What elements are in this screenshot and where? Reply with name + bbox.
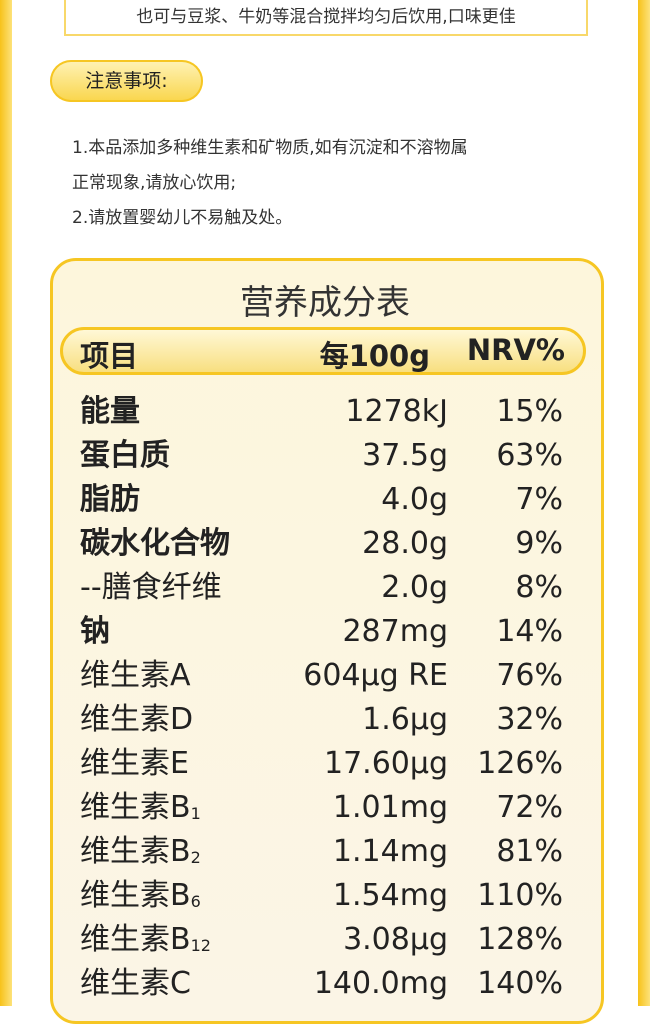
- row-nrv: 140%: [477, 966, 563, 1001]
- row-name: 维生素B2: [80, 832, 201, 878]
- header-cell: 项目: [80, 339, 139, 373]
- row-name-sub: 6: [190, 892, 201, 911]
- row-amount: 1.6μg: [362, 702, 448, 737]
- table-card: [50, 258, 604, 1024]
- row-amount: 1278kJ: [345, 394, 448, 429]
- row-name: --膳食纤维: [80, 568, 222, 608]
- table-title: 营养成分表: [240, 283, 410, 323]
- row-name-text: 钠: [80, 614, 110, 649]
- row-nrv: 7%: [515, 482, 563, 517]
- side-border: [638, 0, 650, 1006]
- row-name: 维生素B1: [80, 788, 201, 834]
- row-name-text: 脂肪: [80, 482, 140, 517]
- row-amount: 3.08μg: [343, 922, 448, 957]
- row-amount: 604μg RE: [303, 658, 448, 693]
- notice-line: 正常现象,请放心饮用;: [72, 173, 237, 193]
- row-amount: 287mg: [342, 614, 448, 649]
- row-nrv: 15%: [496, 394, 563, 429]
- row-nrv: 110%: [477, 878, 563, 913]
- row-name-sub: 1: [190, 804, 201, 823]
- row-name: 脂肪: [80, 480, 140, 520]
- row-name-sub: 12: [190, 936, 211, 955]
- row-name-text: 维生素B: [80, 834, 191, 869]
- row-nrv: 126%: [477, 746, 563, 781]
- row-amount: 1.14mg: [332, 834, 448, 869]
- notice-line: 2.请放置婴幼儿不易触及处。: [72, 208, 293, 228]
- row-amount: 1.54mg: [332, 878, 448, 913]
- row-nrv: 14%: [496, 614, 563, 649]
- table-header-bar: [60, 327, 586, 375]
- row-name: 维生素C: [80, 964, 191, 1004]
- header-cell: NRV%: [466, 333, 565, 367]
- row-name-text: 维生素B: [80, 922, 191, 957]
- row-nrv: 128%: [477, 922, 563, 957]
- row-name: 钠: [80, 612, 110, 652]
- row-name-text: 维生素A: [80, 658, 191, 693]
- row-nrv: 76%: [496, 658, 563, 693]
- row-amount: 17.60μg: [323, 746, 448, 781]
- row-name-text: 维生素C: [80, 966, 191, 1001]
- row-name-text: 蛋白质: [80, 438, 170, 473]
- row-amount: 37.5g: [362, 438, 448, 473]
- side-border: [0, 0, 12, 1006]
- row-amount: 4.0g: [381, 482, 448, 517]
- row-name: 维生素B12: [80, 920, 211, 966]
- row-name-text: 维生素B: [80, 790, 191, 825]
- notice-title: 注意事项:: [50, 60, 203, 102]
- row-nrv: 8%: [515, 570, 563, 605]
- row-name-text: 维生素B: [80, 878, 191, 913]
- row-name: 维生素E: [80, 744, 189, 784]
- row-nrv: 72%: [496, 790, 563, 825]
- row-amount: 28.0g: [362, 526, 448, 561]
- row-amount: 140.0mg: [313, 966, 448, 1001]
- row-name-text: 能量: [80, 394, 140, 429]
- row-name-text: 维生素E: [80, 746, 189, 781]
- intro-text: 也可与豆浆、牛奶等混合搅拌均匀后饮用,口味更佳: [64, 0, 588, 36]
- row-amount: 2.0g: [381, 570, 448, 605]
- row-amount: 1.01mg: [332, 790, 448, 825]
- row-name-text: 碳水化合物: [80, 526, 230, 561]
- row-name: 维生素D: [80, 700, 193, 740]
- row-name-text: 维生素D: [80, 702, 194, 737]
- row-nrv: 32%: [496, 702, 563, 737]
- row-name: 维生素B6: [80, 876, 201, 922]
- row-nrv: 9%: [515, 526, 563, 561]
- notice-line: 1.本品添加多种维生素和矿物质,如有沉淀和不溶物属: [72, 138, 468, 158]
- row-name-text: --膳食纤维: [80, 570, 222, 605]
- row-name: 蛋白质: [80, 436, 170, 476]
- header-cell: 每100g: [319, 339, 430, 373]
- row-name-sub: 2: [190, 848, 201, 867]
- row-name: 碳水化合物: [80, 524, 230, 564]
- row-nrv: 81%: [496, 834, 563, 869]
- row-name: 维生素A: [80, 656, 191, 696]
- row-nrv: 63%: [496, 438, 563, 473]
- row-name: 能量: [80, 392, 140, 432]
